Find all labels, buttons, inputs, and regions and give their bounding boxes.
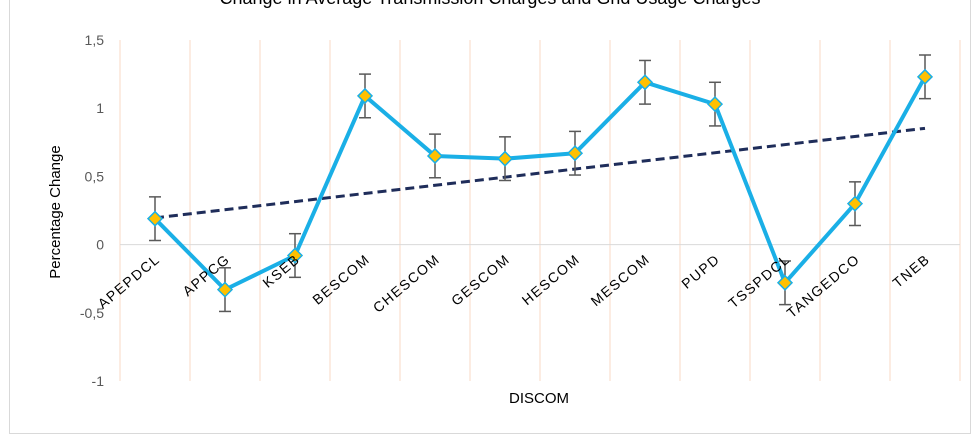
series-line <box>153 75 927 292</box>
data-point <box>426 147 444 165</box>
data-point <box>636 74 654 91</box>
data-point <box>566 145 584 162</box>
x-tick-label: CHESCOM <box>370 251 443 316</box>
series-line-layer <box>153 75 927 292</box>
data-point <box>356 87 374 104</box>
x-tick-label: MESCOM <box>587 251 652 310</box>
y-tick-label: 1 <box>96 100 104 116</box>
x-tick-label: TANGEDCO <box>783 251 862 321</box>
data-point <box>146 210 164 227</box>
trendline <box>154 126 926 220</box>
y-tick-label: 0 <box>96 237 104 253</box>
data-point <box>916 68 934 85</box>
x-tick-label: HESCOM <box>519 251 583 309</box>
data-point <box>846 195 864 212</box>
y-tick-label: 1,5 <box>85 32 105 48</box>
y-tick-label: 0,5 <box>85 168 105 184</box>
chart-title: Change in Average Transmission Charges a… <box>0 0 980 9</box>
markers <box>146 68 934 298</box>
data-point <box>706 96 724 113</box>
x-tick-label: TNEB <box>889 251 932 291</box>
data-point <box>776 274 794 291</box>
data-point <box>496 150 514 167</box>
y-axis-label: Percentage Change <box>47 145 64 278</box>
x-axis-label: DISCOM <box>509 390 569 407</box>
trendline-layer <box>154 126 926 220</box>
y-tick-label: -1 <box>92 373 105 389</box>
data-point <box>286 247 304 264</box>
x-tick-label: GESCOM <box>448 251 513 309</box>
y-tick-label: -0,5 <box>80 305 104 321</box>
x-tick-label: BESCOM <box>309 251 373 308</box>
x-tick-label: PUPD <box>678 251 723 292</box>
grid-lines <box>119 40 961 381</box>
data-point <box>216 281 234 298</box>
x-tick-label: APEPDCL <box>95 251 163 312</box>
